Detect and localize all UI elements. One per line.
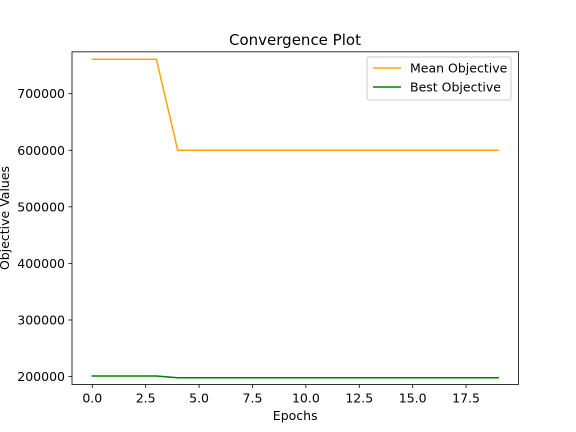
y-tick-label: 500000 bbox=[17, 199, 65, 214]
plot-background bbox=[72, 51, 519, 385]
x-tick-label: 17.5 bbox=[452, 390, 480, 405]
x-axis-label: Epochs bbox=[273, 408, 318, 423]
legend-box bbox=[366, 56, 512, 101]
x-tick-label: 5.0 bbox=[189, 390, 209, 405]
x-axis-ticks: 0.0 2.5 5.0 7.5 10.0 12.5 15.0 17.5 bbox=[82, 384, 480, 405]
x-tick-label: 2.5 bbox=[136, 390, 156, 405]
plot-area bbox=[72, 51, 519, 385]
x-tick-label: 12.5 bbox=[345, 390, 373, 405]
x-tick-label: 0.0 bbox=[82, 390, 102, 405]
legend-label-best-objective: Best Objective bbox=[410, 80, 501, 95]
y-axis-ticks: 200000 300000 400000 500000 600000 700000 bbox=[17, 86, 72, 384]
x-tick-label: 7.5 bbox=[243, 390, 263, 405]
y-tick-label: 400000 bbox=[17, 256, 65, 271]
y-tick-label: 600000 bbox=[17, 143, 65, 158]
legend-label-mean-objective: Mean Objective bbox=[410, 61, 508, 76]
y-tick-label: 200000 bbox=[17, 369, 65, 384]
series-line-best-objective bbox=[91, 375, 499, 379]
legend: Mean Objective Best Objective bbox=[366, 56, 512, 101]
series-line-mean-objective bbox=[91, 58, 499, 152]
y-tick-label: 700000 bbox=[17, 86, 65, 101]
plot-frame bbox=[71, 51, 519, 385]
series-layer bbox=[91, 58, 499, 379]
chart-title: Convergence Plot bbox=[229, 31, 361, 49]
y-axis-label: Objective Values bbox=[0, 166, 12, 270]
y-tick-label: 300000 bbox=[17, 312, 65, 327]
x-tick-label: 10.0 bbox=[292, 390, 320, 405]
x-tick-label: 15.0 bbox=[399, 390, 427, 405]
